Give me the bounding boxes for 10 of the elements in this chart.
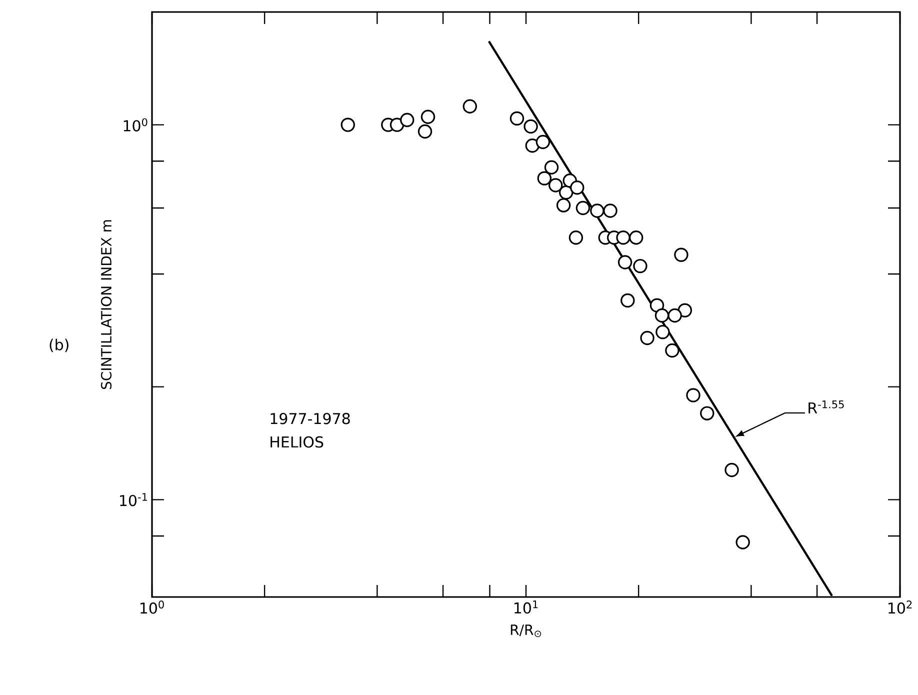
x-tick-label: 10$^{0}$ (140, 600, 164, 614)
annotation: HELIOS (270, 436, 324, 448)
text: (b) (50, 338, 68, 352)
y-axis-title: SCINTILLATION INDEX m (100, 220, 112, 390)
annotation: R$^{-1.55}$ (808, 400, 844, 414)
x-tick-label: 10$^{1}$ (514, 600, 538, 614)
annotation: 1977-1978 (270, 412, 350, 424)
x-tick-label: 10$^{2}$ (888, 600, 912, 614)
y-tick-label: 10$^{-1}$ (120, 493, 148, 506)
x-axis-title: R/R$_{⊙}$ (510, 624, 542, 638)
